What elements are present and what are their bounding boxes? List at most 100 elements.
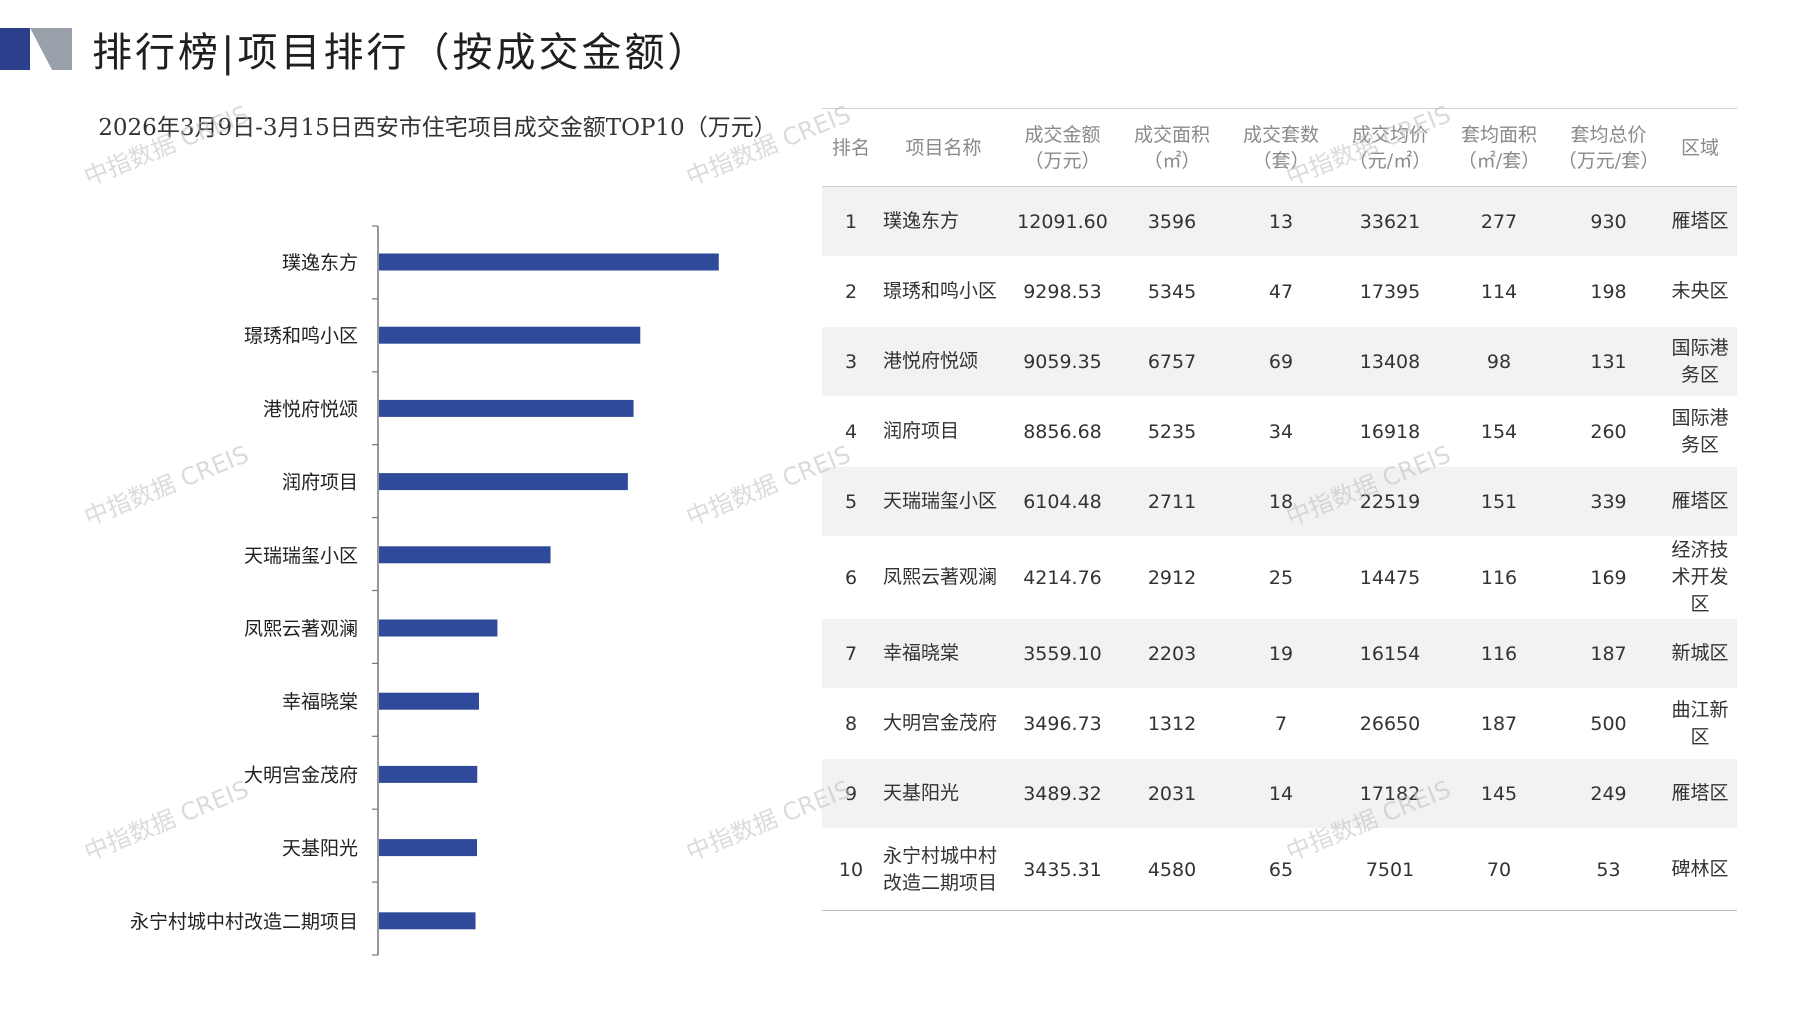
project-name-cell: 幸福晓棠 (883, 642, 960, 664)
area-cell: 2203 (1147, 642, 1197, 665)
district-cell: 碑林区 (1671, 858, 1729, 880)
price-cell: 14475 (1359, 566, 1421, 589)
amount-cell: 6104.48 (1023, 490, 1102, 513)
avg-area-cell: 154 (1480, 420, 1518, 443)
rank-cell: 3 (844, 350, 858, 373)
price-cell: 16918 (1359, 420, 1421, 443)
table-row: 4 润府项目 8856.68 5235 34 16918 154 260 国际港务区 (822, 397, 1737, 467)
table-row: 1 璞逸东方 12091.60 3596 13 33621 277 930 雁塔区 (822, 186, 1737, 257)
bar (379, 473, 628, 491)
table-row: 3 港悦府悦颂 9059.35 6757 69 13408 98 131 国际港务区 (822, 326, 1737, 397)
table-row: 7 幸福晓棠 3559.10 2203 19 16154 116 187 新城区 (822, 618, 1737, 689)
table-header-row: 排名 项目名称 成交金额 （万元） 成交面积 （㎡） 成交套数 （套） 成交均价 （元/… (822, 108, 1737, 187)
avg-area-cell: 116 (1480, 566, 1518, 589)
price-cell: 7501 (1365, 858, 1415, 881)
units-cell: 18 (1268, 490, 1294, 513)
header-rank: 排名 (822, 108, 880, 187)
header-price: 成交均价 （元/㎡） (1336, 108, 1444, 187)
amount-cell: 3559.10 (1023, 642, 1102, 665)
units-cell: 14 (1268, 782, 1294, 805)
category-label: 幸福晓棠 (282, 691, 358, 713)
amount-cell: 3489.32 (1023, 782, 1102, 805)
amount-cell: 3435.31 (1023, 858, 1102, 881)
table-row: 5 天瑞瑞玺小区 6104.48 2711 18 22519 151 339 雁塔区 (822, 466, 1737, 537)
rank-cell: 8 (844, 712, 858, 735)
area-cell: 3596 (1147, 210, 1197, 233)
avg-total-cell: 339 (1590, 490, 1627, 513)
avg-area-cell: 114 (1480, 280, 1518, 303)
units-cell: 25 (1268, 566, 1294, 589)
avg-total-cell: 249 (1590, 782, 1627, 805)
bar (379, 253, 719, 271)
table-row: 10 永宁村城中村改造二期项目 3435.31 4580 65 7501 70 53 碑林区 (822, 829, 1737, 911)
units-cell: 34 (1268, 420, 1294, 443)
price-cell: 22519 (1359, 490, 1421, 513)
header-units: 成交套数 （套） (1226, 108, 1336, 187)
bar (379, 692, 480, 710)
area-cell: 4580 (1147, 858, 1197, 881)
header-avg-total: 套均总价 （万元/套） (1554, 108, 1663, 187)
district-cell: 国际港务区 (1671, 406, 1729, 456)
table-row: 6 凤熙云著观澜 4214.76 2912 25 14475 116 169 经济技术开发区 (822, 537, 1737, 619)
category-label: 润府项目 (282, 472, 358, 494)
bar (379, 326, 641, 344)
table-row: 8 大明宫金茂府 3496.73 1312 7 26650 187 500 曲江新区 (822, 689, 1737, 759)
area-cell: 6757 (1147, 350, 1197, 373)
avg-total-cell: 131 (1590, 350, 1627, 373)
bar-chart: 璞逸东方璟琇和鸣小区港悦府悦颂润府项目天瑞瑞玺小区凤熙云著观澜幸福晓棠大明宫金茂… (130, 225, 719, 956)
avg-total-cell: 53 (1596, 858, 1621, 881)
ranking-table: 排名 项目名称 成交金额 （万元） 成交面积 （㎡） 成交套数 （套） 成交均价 （元/… (822, 108, 1737, 911)
rank-cell: 2 (844, 280, 858, 303)
price-cell: 13408 (1359, 350, 1421, 373)
avg-area-cell: 145 (1480, 782, 1518, 805)
avg-area-cell: 116 (1480, 642, 1518, 665)
project-name-cell: 璟琇和鸣小区 (883, 280, 998, 302)
header-project-name: 项目名称 (880, 108, 1007, 187)
bar (379, 546, 551, 564)
rank-cell: 9 (844, 782, 858, 805)
project-name-cell: 永宁村城中村改造二期项目 (883, 844, 998, 894)
amount-cell: 9298.53 (1023, 280, 1102, 303)
bar (379, 839, 478, 857)
rank-cell: 1 (844, 210, 858, 233)
bar (379, 765, 478, 783)
units-cell: 65 (1268, 858, 1294, 881)
amount-cell: 3496.73 (1023, 712, 1102, 735)
avg-total-cell: 198 (1590, 280, 1627, 303)
category-label: 天基阳光 (282, 838, 358, 860)
avg-total-cell: 930 (1590, 210, 1627, 233)
rank-cell: 6 (844, 566, 858, 589)
avg-area-cell: 98 (1486, 350, 1512, 373)
price-cell: 17395 (1359, 280, 1421, 303)
header-amount: 成交金额 （万元） (1007, 108, 1118, 187)
project-name-cell: 润府项目 (883, 420, 960, 442)
avg-area-cell: 151 (1480, 490, 1518, 513)
area-cell: 5345 (1147, 280, 1197, 303)
district-cell: 雁塔区 (1671, 782, 1729, 804)
units-cell: 13 (1268, 210, 1294, 233)
category-label: 大明宫金茂府 (244, 764, 358, 786)
avg-area-cell: 70 (1486, 858, 1512, 881)
avg-total-cell: 187 (1590, 642, 1627, 665)
chart-title: 2026年3月9日-3月15日西安市住宅项目成交金额TOP10（万元） (98, 115, 777, 141)
logo-icon (0, 28, 72, 70)
project-name-cell: 璞逸东方 (883, 210, 960, 232)
district-cell: 国际港务区 (1671, 336, 1729, 386)
category-label: 天瑞瑞玺小区 (244, 545, 358, 567)
rank-cell: 5 (844, 490, 858, 513)
amount-cell: 9059.35 (1023, 350, 1102, 373)
price-cell: 17182 (1359, 782, 1421, 805)
rank-cell: 4 (844, 420, 858, 443)
bar (379, 619, 498, 637)
district-cell: 雁塔区 (1671, 490, 1729, 512)
bar (379, 912, 476, 930)
category-label: 港悦府悦颂 (263, 398, 358, 420)
area-cell: 2711 (1147, 490, 1197, 513)
units-cell: 7 (1274, 712, 1288, 735)
area-cell: 2912 (1147, 566, 1197, 589)
price-cell: 16154 (1359, 642, 1421, 665)
rank-cell: 10 (838, 858, 864, 881)
price-cell: 33621 (1359, 210, 1421, 233)
avg-area-cell: 277 (1480, 210, 1518, 233)
district-cell: 曲江新区 (1671, 698, 1729, 748)
